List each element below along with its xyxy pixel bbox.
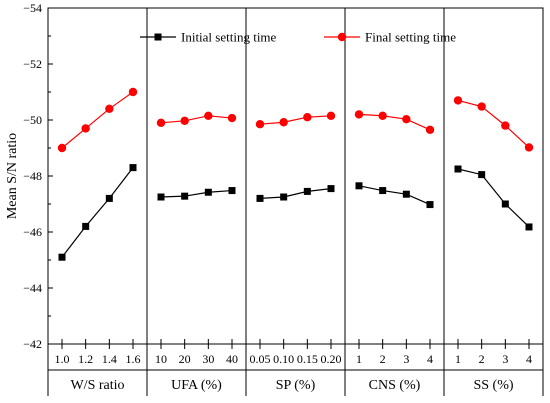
group-label: UFA (%) <box>171 378 222 393</box>
series-line-initial <box>160 189 233 198</box>
series-line-initial <box>259 188 332 199</box>
point-final <box>303 113 312 122</box>
point-initial <box>228 187 236 195</box>
point-initial <box>327 185 335 193</box>
point-initial <box>379 187 387 195</box>
x-axis: 1.0 1.2 1.4 1.6W/S ratio 10 20 30 40 UFA (%) 0.05… <box>55 339 532 393</box>
point-initial <box>58 253 66 261</box>
point-initial <box>157 193 165 201</box>
point-final <box>425 125 435 134</box>
point-initial <box>355 182 363 190</box>
point-initial <box>181 192 189 200</box>
y-tick-label: −54 <box>23 1 42 15</box>
series-line-final <box>259 115 332 125</box>
point-final <box>128 87 138 97</box>
x-tick-label: 1.2 <box>78 352 93 366</box>
series-line-final <box>457 99 530 148</box>
point-initial <box>256 194 264 202</box>
group-label: SS (%) <box>473 378 513 393</box>
series-layer <box>57 87 534 261</box>
x-tick-label: 20 <box>179 352 191 366</box>
series-line-final <box>358 113 431 131</box>
point-final <box>354 110 364 119</box>
group-label: SP (%) <box>276 378 316 393</box>
point-initial <box>204 188 212 196</box>
y-tick-label: −44 <box>23 281 42 295</box>
x-tick-label: 1 <box>455 352 461 366</box>
point-final <box>180 116 189 126</box>
legend-marker-square <box>154 33 162 41</box>
point-initial <box>501 200 509 208</box>
x-tick-label: 1.4 <box>102 352 117 366</box>
series-line-initial <box>358 185 431 206</box>
y-axis-title: Mean S/N ratio <box>5 133 20 219</box>
legend-marker-circle <box>337 32 347 42</box>
x-tick-label: 0.15 <box>297 352 318 366</box>
point-final <box>453 96 463 105</box>
x-tick-label: 0.20 <box>321 352 342 366</box>
point-final <box>501 121 510 130</box>
y-tick-label: −46 <box>23 225 42 239</box>
series-line-initial <box>457 168 530 228</box>
y-axis: −54 −52 −50 −48 −46 −44 −42 <box>23 1 53 351</box>
point-initial <box>402 190 410 198</box>
point-initial <box>105 194 113 202</box>
point-initial <box>426 201 434 209</box>
plot-frame <box>47 7 544 345</box>
point-final <box>57 143 67 153</box>
x-tick-label: 3 <box>502 352 508 366</box>
legend-item-initial: Initial setting time <box>140 30 277 45</box>
series-line-final <box>61 91 134 149</box>
y-tick-label: −48 <box>23 169 42 183</box>
legend-label-final: Final setting time <box>365 30 456 45</box>
point-initial <box>82 222 90 230</box>
point-final <box>477 102 486 111</box>
point-final <box>156 118 166 128</box>
point-initial <box>129 164 137 172</box>
x-tick-label: 4 <box>427 352 433 366</box>
x-tick-label: 0.10 <box>273 352 294 366</box>
x-tick-label: 4 <box>526 352 532 366</box>
y-tick-label: −42 <box>23 337 42 351</box>
point-initial <box>525 223 533 231</box>
point-initial <box>280 193 288 201</box>
x-tick-label: 10 <box>155 352 167 366</box>
x-tick-label: 30 <box>202 352 214 366</box>
point-final <box>378 111 387 121</box>
point-final <box>227 113 237 123</box>
point-initial <box>454 165 462 173</box>
group-label: W/S ratio <box>70 378 124 393</box>
x-tick-label: 1.6 <box>126 352 141 366</box>
x-tick-label: 40 <box>226 352 238 366</box>
group-label: CNS (%) <box>369 378 421 393</box>
y-tick-label: −52 <box>23 57 42 71</box>
point-final <box>279 118 288 127</box>
point-final <box>105 104 114 114</box>
point-initial <box>303 187 311 195</box>
series-line-initial <box>61 167 134 258</box>
x-tick-label: 1.0 <box>55 352 70 366</box>
series-line-final <box>160 115 233 124</box>
point-final <box>402 114 411 124</box>
point-final <box>255 120 265 129</box>
x-tick-label: 1 <box>356 352 362 366</box>
point-initial <box>478 171 486 179</box>
point-final <box>81 124 90 133</box>
point-final <box>326 111 336 121</box>
point-final <box>524 143 534 152</box>
x-tick-label: 2 <box>479 352 485 366</box>
legend-label-initial: Initial setting time <box>181 30 277 45</box>
x-tick-label: 3 <box>403 352 409 366</box>
x-tick-label: 0.05 <box>250 352 271 366</box>
y-tick-label: −50 <box>23 113 42 127</box>
legend: Initial setting time Final setting time <box>140 30 456 45</box>
group-dividers <box>47 8 544 396</box>
x-tick-label: 2 <box>380 352 386 366</box>
legend-item-final: Final setting time <box>324 30 456 45</box>
point-final <box>204 111 213 121</box>
